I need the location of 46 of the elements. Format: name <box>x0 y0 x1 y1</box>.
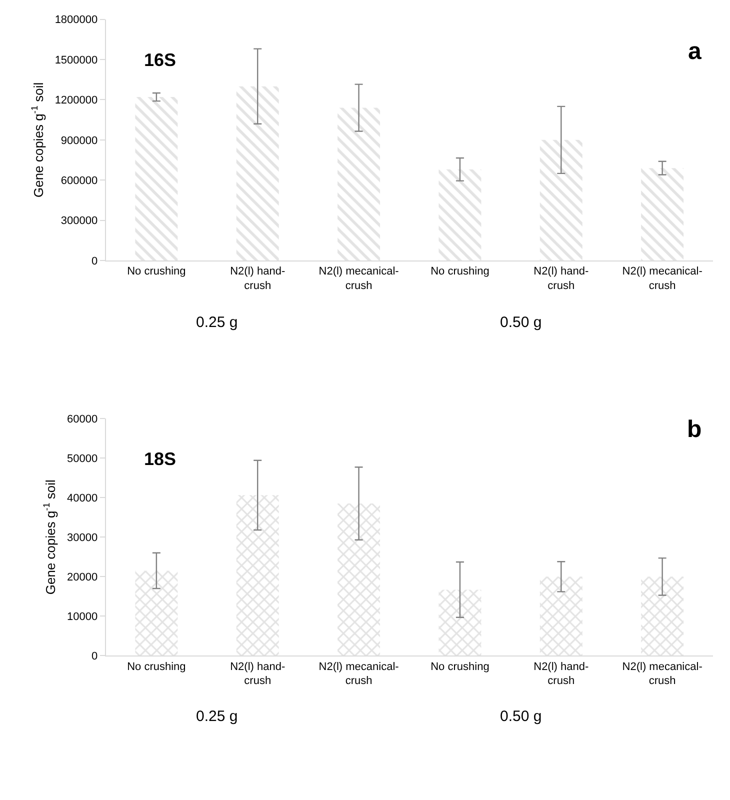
x-tick-label: N2(l) hand-crush <box>534 266 589 292</box>
y-tick-label: 40000 <box>67 492 98 504</box>
bar <box>540 576 582 656</box>
x-tick-label: N2(l) mecanical-crush <box>318 660 400 688</box>
y-tick-label: 0 <box>92 650 98 663</box>
text: 0.25 g <box>196 708 238 725</box>
x-tick-label: No crushing <box>127 266 186 278</box>
text: a <box>688 38 702 65</box>
bar <box>540 140 582 261</box>
bar <box>236 495 279 656</box>
bar <box>641 576 684 656</box>
x-tick-label: No crushing <box>430 660 490 673</box>
x-tick-label: No crushing <box>127 660 186 673</box>
bar <box>438 590 482 656</box>
x-tick-label: No crushing <box>430 266 490 278</box>
y-tick-label: 0 <box>92 255 98 268</box>
y-tick-label: 10000 <box>67 611 98 624</box>
bar <box>338 108 380 261</box>
bar <box>438 169 482 261</box>
bar <box>135 97 178 261</box>
x-tick-label: N2(l) mecanical-crush <box>622 660 703 688</box>
y-tick-label: 30000 <box>67 532 98 544</box>
bar <box>641 168 684 261</box>
text: 0.50 g <box>500 708 542 725</box>
x-tick-label: N2(l) mecanical-crush <box>622 266 703 292</box>
bar <box>236 86 279 261</box>
y-tick-label: 20000 <box>67 571 98 584</box>
x-tick-label: N2(l) hand-crush <box>230 266 286 292</box>
y-tick-label: 1200000 <box>54 94 98 107</box>
y-tick-label: 900000 <box>60 134 98 147</box>
chart-subtitle: b <box>687 416 702 443</box>
y-tick-label: 1800000 <box>54 14 98 26</box>
y-tick-label: 60000 <box>67 413 98 426</box>
text: 16S <box>144 50 176 70</box>
bar <box>135 570 178 656</box>
x-tick-label: N2(l) hand-crush <box>230 660 286 688</box>
text: 0.25 g <box>196 314 238 331</box>
bar <box>338 503 380 656</box>
x-tick-label: N2(l) hand-crush <box>534 660 589 688</box>
y-tick-label: 300000 <box>60 215 98 228</box>
y-tick-label: 600000 <box>60 174 98 187</box>
y-tick-label: 1500000 <box>54 54 98 66</box>
text: 0.50 g <box>500 314 542 331</box>
text: 18S <box>144 449 176 469</box>
y-tick-label: 50000 <box>67 452 98 465</box>
x-tick-label: N2(l) mecanical-crush <box>318 266 400 292</box>
